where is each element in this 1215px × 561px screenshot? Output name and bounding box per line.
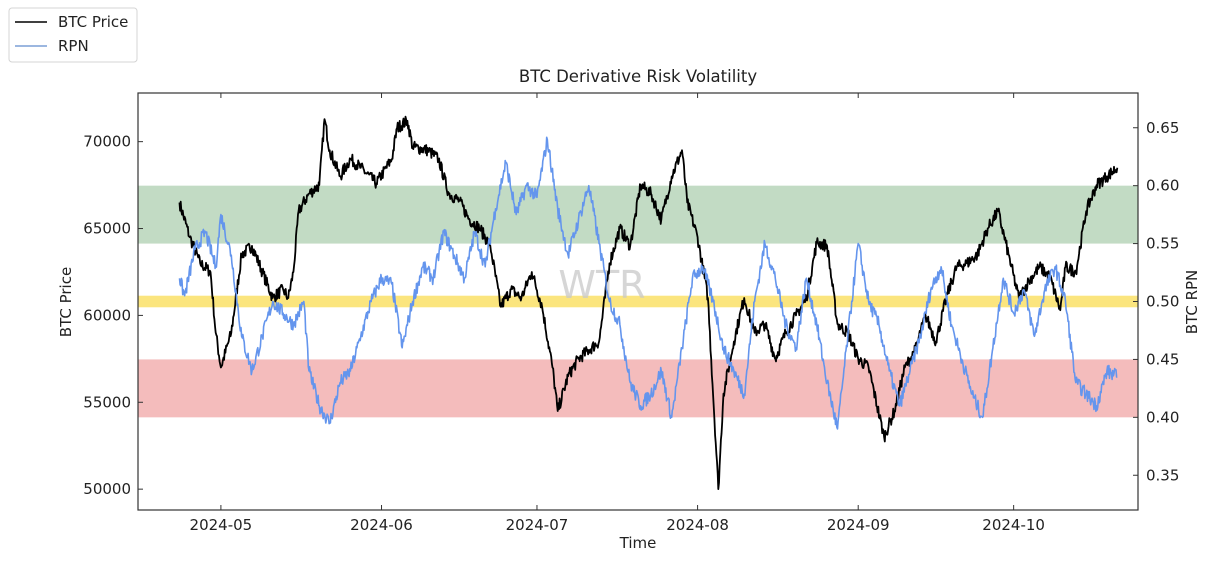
x-tick-label: 2024-05 bbox=[190, 516, 253, 534]
chart-title: BTC Derivative Risk Volatility bbox=[519, 67, 757, 86]
y-tick-label-right: 0.35 bbox=[1146, 466, 1179, 484]
y-tick-label-right: 0.60 bbox=[1146, 177, 1179, 195]
y-tick-label: 60000 bbox=[83, 306, 131, 324]
watermark: WTR bbox=[558, 263, 645, 307]
y-tick-label-right: 0.55 bbox=[1146, 235, 1179, 253]
y-axis-right: 0.35 0.40 0.45 0.50 0.55 0.60 0.65 bbox=[1133, 119, 1179, 484]
x-tick-label: 2024-07 bbox=[506, 516, 569, 534]
neutral-line bbox=[138, 295, 1138, 308]
x-axis-label: Time bbox=[619, 534, 657, 552]
low-risk-zone bbox=[138, 359, 1138, 418]
x-tick-label: 2024-08 bbox=[666, 516, 729, 534]
legend: BTC Price RPN bbox=[8, 7, 138, 63]
y-tick-label-right: 0.40 bbox=[1146, 408, 1179, 426]
y-axis-label-left: BTC Price bbox=[57, 267, 75, 337]
series-line-btc-price bbox=[178, 115, 1119, 491]
legend-label-rpn: RPN bbox=[58, 37, 89, 55]
y-tick-label: 55000 bbox=[83, 393, 131, 411]
x-tick-label: 2024-10 bbox=[982, 516, 1045, 534]
series-layer bbox=[178, 115, 1119, 491]
x-tick-label: 2024-06 bbox=[350, 516, 413, 534]
x-tick-label: 2024-09 bbox=[827, 516, 890, 534]
y-tick-label: 70000 bbox=[83, 133, 131, 151]
y-axis-left: 50000 55000 60000 65000 70000 bbox=[83, 133, 143, 498]
y-tick-label: 65000 bbox=[83, 220, 131, 238]
y-axis-label-right: BTC RPN bbox=[1183, 270, 1201, 335]
y-tick-label: 50000 bbox=[83, 480, 131, 498]
legend-label-btc-price: BTC Price bbox=[58, 13, 128, 31]
y-tick-label-right: 0.45 bbox=[1146, 350, 1179, 368]
series-line-rpn bbox=[178, 136, 1118, 430]
x-axis: 2024-05 2024-06 2024-07 2024-08 2024-09 2024-… bbox=[190, 93, 1045, 534]
y-tick-label-right: 0.65 bbox=[1146, 119, 1179, 137]
y-tick-label-right: 0.50 bbox=[1146, 293, 1179, 311]
